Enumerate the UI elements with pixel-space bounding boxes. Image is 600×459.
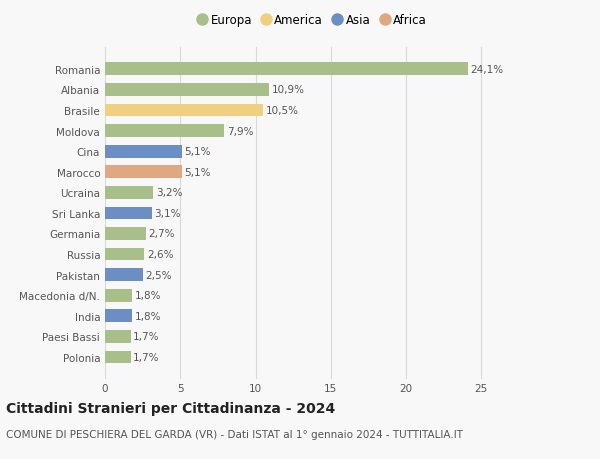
Text: 24,1%: 24,1%: [470, 65, 503, 74]
Bar: [105, 269, 143, 281]
Text: 10,9%: 10,9%: [272, 85, 305, 95]
Bar: [105, 310, 132, 323]
Text: 5,1%: 5,1%: [184, 168, 211, 177]
Text: 1,7%: 1,7%: [133, 332, 160, 341]
Bar: [105, 228, 146, 241]
Bar: [105, 125, 224, 138]
Bar: [105, 166, 182, 179]
Text: COMUNE DI PESCHIERA DEL GARDA (VR) - Dati ISTAT al 1° gennaio 2024 - TUTTITALIA.: COMUNE DI PESCHIERA DEL GARDA (VR) - Dat…: [6, 429, 463, 439]
Bar: [105, 289, 132, 302]
Bar: [105, 351, 131, 364]
Text: 3,2%: 3,2%: [156, 188, 182, 198]
Text: 1,8%: 1,8%: [135, 291, 161, 301]
Legend: Europa, America, Asia, Africa: Europa, America, Asia, Africa: [197, 14, 427, 28]
Text: 7,9%: 7,9%: [227, 126, 253, 136]
Text: 2,6%: 2,6%: [147, 250, 173, 259]
Bar: [105, 330, 131, 343]
Text: 1,8%: 1,8%: [135, 311, 161, 321]
Text: 5,1%: 5,1%: [184, 147, 211, 157]
Text: Cittadini Stranieri per Cittadinanza - 2024: Cittadini Stranieri per Cittadinanza - 2…: [6, 402, 335, 415]
Bar: [105, 248, 144, 261]
Bar: [105, 207, 152, 220]
Bar: [105, 146, 182, 158]
Text: 10,5%: 10,5%: [266, 106, 299, 116]
Text: 1,7%: 1,7%: [133, 353, 160, 362]
Bar: [105, 84, 269, 96]
Text: 2,5%: 2,5%: [145, 270, 172, 280]
Bar: [105, 63, 468, 76]
Bar: [105, 104, 263, 117]
Text: 3,1%: 3,1%: [154, 208, 181, 218]
Text: 2,7%: 2,7%: [148, 229, 175, 239]
Bar: [105, 186, 153, 199]
